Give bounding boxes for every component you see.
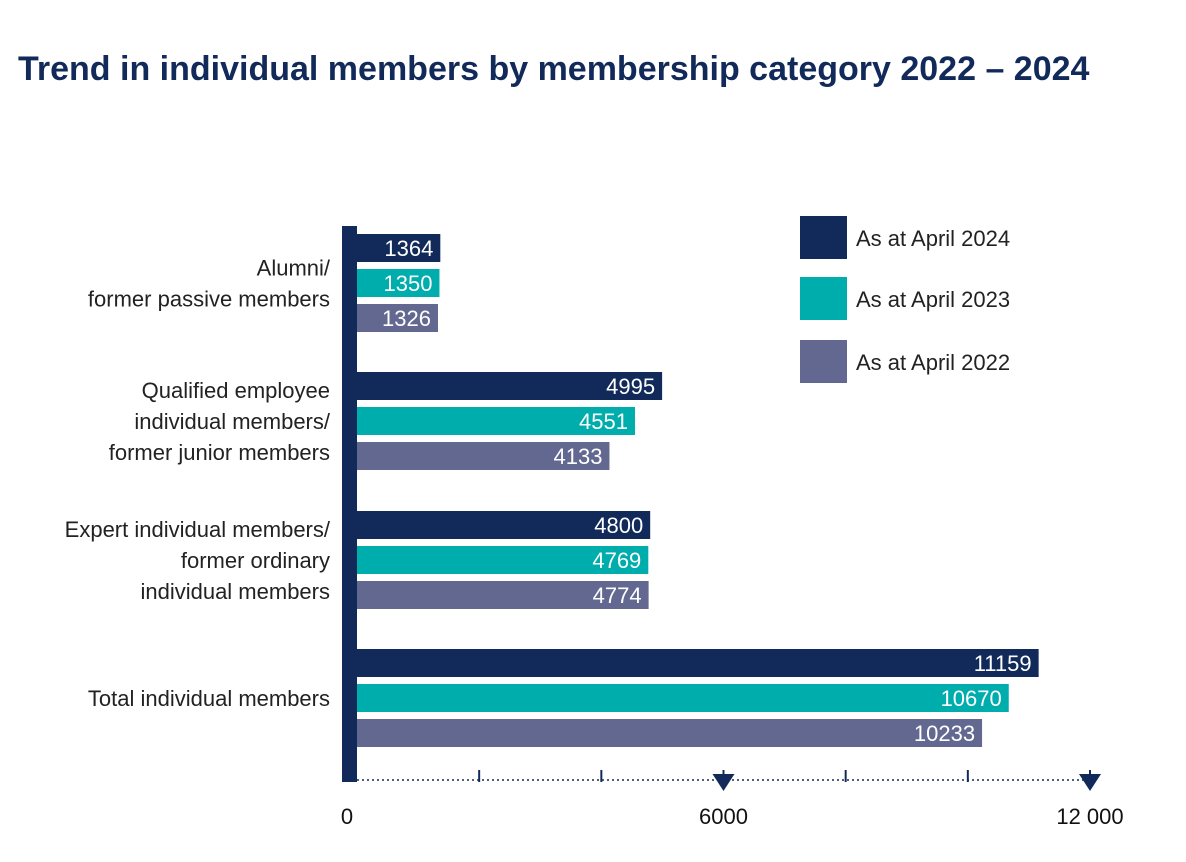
x-tick-label: 12 000: [1056, 804, 1123, 829]
chart-title: Trend in individual members by membershi…: [18, 50, 1090, 88]
data-label: 1326: [382, 306, 431, 331]
legend-label: As at April 2023: [856, 287, 1010, 312]
bar: [357, 719, 983, 747]
bar: [357, 581, 649, 609]
bar: [357, 442, 610, 470]
x-tick-arrow: [1079, 774, 1101, 791]
category-label: former junior members: [109, 440, 330, 465]
data-label: 1350: [384, 271, 433, 296]
data-label: 4551: [579, 409, 628, 434]
data-label: 4800: [594, 513, 643, 538]
bar: [357, 304, 438, 332]
data-label: 4774: [593, 583, 642, 608]
category-label: Total individual members: [88, 686, 330, 711]
data-label: 10233: [914, 721, 975, 746]
category-label: former ordinary: [181, 548, 330, 573]
data-label: 4995: [606, 374, 655, 399]
legend-swatch: [800, 216, 847, 259]
legend-label: As at April 2022: [856, 350, 1010, 375]
data-label: 10670: [941, 686, 1002, 711]
bar: [357, 546, 649, 574]
legend-label: As at April 2024: [856, 226, 1010, 251]
bar: [357, 684, 1009, 712]
data-label: 4133: [554, 444, 603, 469]
bar: [357, 511, 651, 539]
category-label: Qualified employee: [142, 378, 330, 403]
category-label: individual members: [140, 579, 330, 604]
y-axis-line: [342, 226, 357, 782]
legend-swatch: [800, 340, 847, 383]
category-label: former passive members: [88, 287, 330, 312]
data-label: 1364: [384, 236, 433, 261]
data-label: 11159: [974, 651, 1032, 676]
bar: [357, 269, 440, 297]
category-label: Expert individual members/: [65, 517, 331, 542]
x-tick-arrow: [712, 774, 735, 791]
category-label: individual members/: [134, 409, 331, 434]
x-tick-label: 6000: [699, 804, 748, 829]
data-label: 4769: [592, 548, 641, 573]
bar: [357, 407, 635, 435]
bar: [357, 372, 663, 400]
bar: [357, 649, 1039, 677]
category-label: Alumni/: [257, 256, 331, 281]
bar: [357, 234, 441, 262]
legend-swatch: [800, 277, 847, 320]
x-tick-label: 0: [341, 804, 353, 829]
